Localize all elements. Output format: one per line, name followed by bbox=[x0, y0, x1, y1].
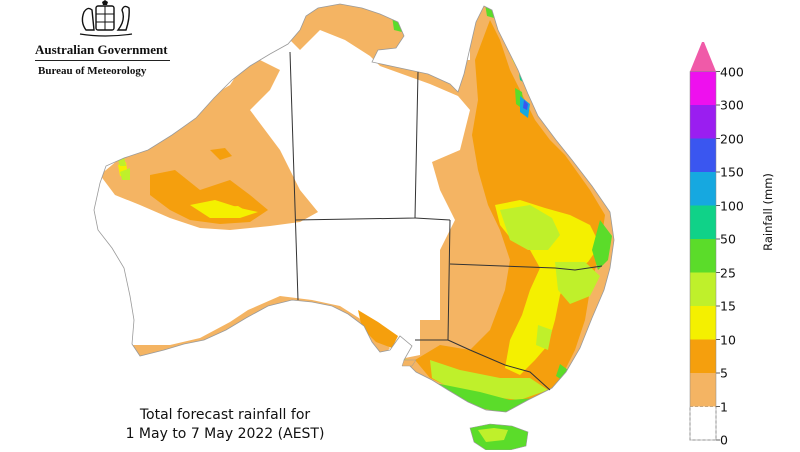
colorbar-segment bbox=[690, 71, 716, 105]
colorbar-tick-label: 50 bbox=[720, 231, 736, 247]
map-caption: Total forecast rainfall for 1 May to 7 M… bbox=[95, 406, 355, 444]
colorbar-tick-label: 300 bbox=[720, 97, 744, 113]
colorbar-tick-label: 5 bbox=[720, 365, 728, 381]
government-name: Australian Government bbox=[35, 42, 168, 57]
bureau-name: Bureau of Meteorology bbox=[38, 65, 147, 77]
colorbar-segment bbox=[689, 406, 717, 441]
state-borders bbox=[289, 51, 603, 391]
colorbar-tick-label: 1 bbox=[720, 399, 728, 414]
colorbar-segment bbox=[690, 205, 716, 239]
colorbar-unit-label: Rainfall (mm) bbox=[761, 173, 775, 251]
colorbar-segment bbox=[690, 105, 716, 139]
colorbar-tick-label: 0 bbox=[720, 432, 728, 448]
colorbar-segment bbox=[690, 172, 716, 206]
colorbar-tick-label: 25 bbox=[720, 265, 736, 280]
rainfall-colorbar bbox=[689, 42, 720, 441]
colorbar-tick-label: 150 bbox=[720, 164, 744, 180]
colorbar-tick-label: 100 bbox=[720, 198, 744, 213]
colorbar-segment bbox=[690, 272, 716, 306]
bom-logo: Australian Government Bureau of Meteorol… bbox=[14, 0, 170, 82]
colorbar-segment bbox=[690, 306, 716, 340]
colorbar-segment bbox=[690, 138, 716, 172]
logo-divider bbox=[35, 60, 170, 61]
colorbar-tick-label: 15 bbox=[720, 298, 736, 314]
colorbar-tick-label: 400 bbox=[720, 64, 744, 79]
colorbar-tick-label: 10 bbox=[720, 332, 736, 347]
colorbar-tick-label: 200 bbox=[720, 131, 744, 146]
caption-line-2: 1 May to 7 May 2022 (AEST) bbox=[125, 426, 325, 442]
colorbar-extension bbox=[690, 42, 716, 72]
coat-of-arms-icon bbox=[79, 0, 133, 37]
caption-line-1: Total forecast rainfall for bbox=[139, 407, 311, 423]
colorbar-segment bbox=[690, 239, 716, 273]
colorbar-segment bbox=[690, 339, 716, 373]
colorbar-segment bbox=[690, 373, 716, 407]
